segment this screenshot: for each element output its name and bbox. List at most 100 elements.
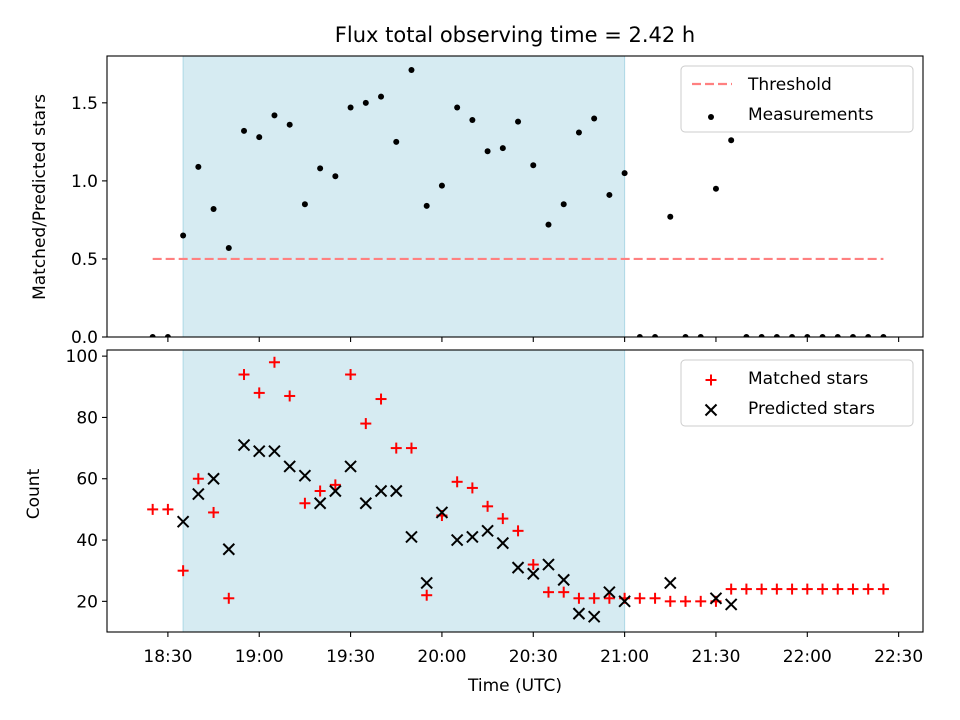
predicted-star-point	[253, 444, 266, 458]
legend-box	[680, 65, 914, 133]
measurement-point	[728, 137, 735, 144]
measurement-point	[469, 117, 476, 124]
matched-star-point	[649, 592, 661, 604]
predicted-star-point	[618, 595, 631, 608]
measurement-point	[256, 134, 263, 141]
measurement-point	[834, 334, 841, 337]
measurement-point	[149, 334, 156, 337]
predicted-star-point	[450, 533, 464, 547]
measurement-point	[849, 334, 856, 337]
matched-star-point	[664, 595, 676, 607]
matched-star-point	[482, 500, 494, 512]
predicted-star-point	[511, 561, 525, 574]
matched-star-point	[360, 418, 372, 430]
measurement-point	[682, 334, 689, 337]
predicted-star-point	[176, 515, 190, 528]
legend-label: Threshold	[747, 75, 832, 95]
matched-star-point	[208, 506, 220, 518]
measurement-point	[743, 334, 750, 337]
predicted-star-point	[481, 524, 494, 538]
chart-title: Flux total observing time = 2.42 h	[335, 23, 695, 47]
predicted-star-point	[496, 536, 510, 550]
measurement-point	[758, 334, 765, 337]
matched-star-point	[558, 586, 570, 598]
x-tick-label: 21:30	[691, 647, 740, 667]
matched-star-point	[695, 595, 707, 607]
legend-matched-swatch	[705, 374, 717, 386]
predicted-star-point	[435, 506, 449, 519]
predicted-star-point	[192, 487, 205, 501]
matched-star-point	[223, 592, 235, 604]
predicted-star-point	[283, 460, 296, 473]
measurement-point	[454, 104, 461, 111]
measurement-point	[591, 115, 598, 122]
measurement-point	[819, 334, 826, 337]
measurement-point	[499, 145, 506, 152]
predicted-star-point	[557, 573, 570, 587]
matched-star-point	[847, 583, 859, 595]
matched-star-point	[314, 485, 326, 497]
measurement-point	[317, 165, 324, 172]
measurement-point	[789, 334, 796, 337]
matched-star-point	[832, 583, 844, 595]
matched-star-point	[542, 586, 554, 598]
matched-star-point	[405, 442, 417, 454]
predicted-star-point	[724, 598, 738, 611]
x-tick-label: 19:00	[235, 647, 284, 667]
matched-star-point	[771, 583, 783, 595]
matched-star-point	[375, 393, 387, 405]
matched-star-point	[634, 592, 646, 604]
matched-star-point	[451, 476, 463, 488]
measurement-point	[195, 163, 202, 170]
measurement-point	[286, 121, 293, 128]
predicted-star-point	[329, 484, 342, 498]
y-tick-label: 1.0	[71, 172, 98, 192]
predicted-star-point	[420, 576, 433, 590]
matched-star-point	[573, 592, 585, 604]
predicted-star-point	[664, 576, 677, 590]
axes-frame	[106, 55, 924, 338]
predicted-star-point	[542, 558, 555, 571]
x-tick-label: 18:30	[143, 647, 192, 667]
top-subplot: 0.0 0.5 1.0 1.5 Threshold Measurements	[71, 55, 924, 348]
measurement-point	[865, 334, 872, 337]
matched-star-point	[268, 356, 280, 368]
legend-measurement-swatch	[708, 114, 714, 120]
y-tick-label: 20	[76, 592, 98, 612]
measurement-point	[575, 129, 582, 136]
matched-star-point	[421, 589, 433, 601]
x-tick-label: 21:00	[600, 647, 649, 667]
legend-label: Measurements	[748, 105, 874, 125]
measurement-point	[332, 173, 339, 180]
matched-star-point	[512, 525, 524, 537]
measurement-point	[378, 93, 385, 100]
top-y-axis-label: Matched/Predicted stars	[30, 94, 50, 300]
x-tick-label: 22:30	[874, 647, 923, 667]
measurement-point	[408, 67, 415, 74]
measurement-point	[180, 232, 187, 239]
measurement-point	[347, 104, 354, 111]
matched-star-point	[801, 583, 813, 595]
x-tick-label: 22:00	[783, 647, 832, 667]
y-tick-label: 60	[76, 470, 98, 490]
measurement-point	[164, 334, 171, 337]
predicted-star-point	[237, 438, 251, 452]
measurement-point	[362, 99, 369, 106]
measurement-point	[545, 221, 552, 228]
matched-star-point	[527, 559, 539, 571]
measurement-point	[210, 205, 217, 212]
matched-star-point	[725, 583, 737, 595]
predicted-star-point	[207, 472, 220, 485]
legend-label: Predicted stars	[748, 399, 875, 419]
bottom-subplot: 20 40 60 80 100 18:30 19:00 19:30 20:00 20:30 21:0…	[66, 347, 924, 667]
x-axis-label: Time (UTC)	[467, 676, 562, 696]
matched-star-point	[284, 390, 296, 402]
matched-star-point	[162, 503, 174, 515]
matched-star-point	[329, 479, 341, 491]
matched-star-point	[345, 369, 357, 381]
measurement-point	[667, 213, 674, 220]
matched-star-point	[177, 565, 189, 577]
matched-star-point	[817, 583, 829, 595]
predicted-star-point	[405, 530, 418, 544]
